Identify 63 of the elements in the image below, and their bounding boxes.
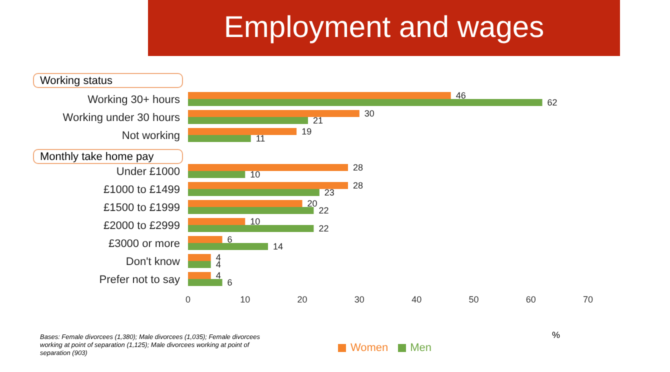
bar <box>188 182 348 189</box>
bar <box>188 164 348 171</box>
x-tick-label: 10 <box>240 294 250 304</box>
data-label: 4 <box>216 260 221 270</box>
bar <box>188 110 360 117</box>
data-label: 11 <box>256 134 266 144</box>
data-label: 21 <box>313 116 324 126</box>
y-tick-label: £1500 to £1999 <box>104 202 180 214</box>
bar <box>188 218 246 225</box>
bar <box>188 92 451 99</box>
bar <box>188 279 222 286</box>
bar <box>188 117 308 124</box>
bar <box>188 171 246 178</box>
x-tick-label: 0 <box>185 294 191 304</box>
data-label: 62 <box>547 98 558 108</box>
data-label: 22 <box>318 224 329 234</box>
x-axis-title: % <box>552 330 560 340</box>
bar <box>188 189 320 196</box>
y-tick-label: £2000 to £2999 <box>104 220 180 232</box>
y-tick-label: Working 30+ hours <box>88 94 180 106</box>
data-label: 28 <box>353 180 364 191</box>
legend-label: Men <box>410 342 432 354</box>
y-tick-label: Under £1000 <box>116 166 180 178</box>
data-label: 46 <box>456 90 466 101</box>
bar <box>188 261 211 268</box>
data-label: 6 <box>227 278 232 288</box>
bar <box>188 135 251 142</box>
data-label: 10 <box>250 170 260 180</box>
bar <box>188 243 268 250</box>
data-label: 22 <box>318 206 329 216</box>
bar <box>188 236 222 243</box>
data-label: 10 <box>250 216 260 227</box>
y-tick-label: Not working <box>122 130 180 142</box>
data-label: 6 <box>227 234 232 245</box>
y-tick-label: £1000 to £1499 <box>104 184 180 196</box>
data-label: 28 <box>353 162 364 173</box>
data-label: 14 <box>273 242 284 252</box>
data-label: 23 <box>324 188 334 198</box>
bar <box>188 200 302 207</box>
data-label: 20 <box>307 198 318 209</box>
y-tick-label: Don't know <box>126 256 180 268</box>
bar <box>188 128 297 135</box>
text: Working status <box>33 73 183 88</box>
x-tick-label: 60 <box>526 294 536 304</box>
data-label: 4 <box>216 270 221 281</box>
bar <box>188 254 211 261</box>
x-tick-label: 30 <box>354 294 364 304</box>
chart-title: Employment and wages <box>148 0 620 56</box>
data-label: 30 <box>364 108 374 119</box>
bar <box>188 225 314 232</box>
x-tick-label: 70 <box>582 294 594 304</box>
bar <box>188 99 542 106</box>
data-label: 19 <box>302 126 312 137</box>
x-tick-label: 50 <box>468 294 479 304</box>
x-tick-label: 40 <box>412 294 422 304</box>
x-tick-label: 20 <box>297 294 308 304</box>
bar <box>188 207 314 214</box>
legend-label: Women <box>350 342 388 354</box>
y-tick-label: Working under 30 hours <box>62 112 180 124</box>
text: Monthly take home pay <box>33 149 183 164</box>
bar <box>188 272 211 279</box>
y-tick-label: Prefer not to say <box>99 274 180 286</box>
y-tick-label: £3000 or more <box>108 238 180 250</box>
